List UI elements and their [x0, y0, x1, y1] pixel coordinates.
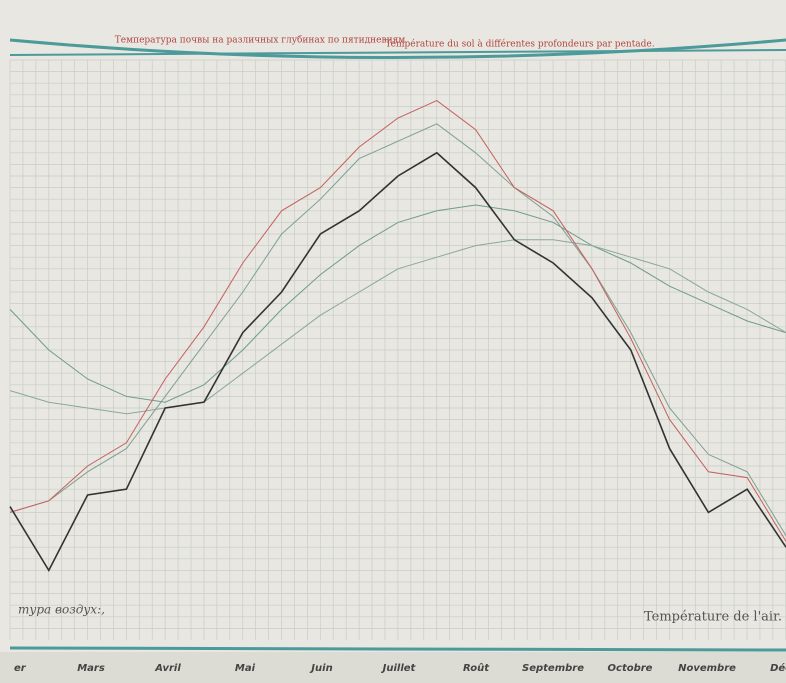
series-line: [9, 151, 786, 573]
top-rule: [9, 49, 786, 56]
series-line: [9, 100, 786, 542]
series-line: [9, 239, 786, 415]
bottom-border: [9, 646, 786, 652]
month-label: er: [14, 663, 27, 674]
month-label: Avril: [154, 663, 181, 674]
month-labels: er Mars Avril Mai Juin Juillet Roût Septembre Oc…: [14, 662, 786, 674]
month-label: Septembre: [522, 663, 584, 674]
month-strip: [0, 652, 786, 683]
annotation: Température de l'air.: [644, 610, 782, 625]
paper-grid: [9, 59, 786, 640]
month-label: Octobre: [608, 663, 653, 674]
annotation: тура воздух:,: [18, 603, 105, 617]
top-border: [9, 38, 786, 59]
month-label: Mai: [235, 663, 256, 674]
month-label: Juin: [309, 663, 332, 674]
month-label: Mars: [77, 663, 105, 674]
title: Температура почвы на различных глубинах …: [115, 35, 406, 46]
month-label: Juillet: [381, 663, 417, 674]
subtitle: Température du sol à différentes profond…: [385, 39, 654, 50]
month-label: Roût: [463, 662, 490, 674]
month-label: Novembre: [678, 663, 736, 674]
series-line: [9, 123, 786, 536]
month-label: Déce: [770, 662, 786, 674]
series-line: [9, 204, 786, 403]
